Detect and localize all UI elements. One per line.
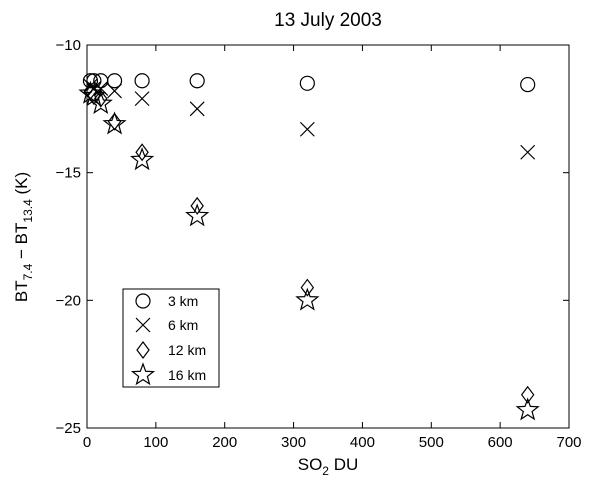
x-tick-label: 400 [350, 434, 375, 451]
legend-label: 6 km [168, 317, 198, 333]
data-point-star [129, 147, 155, 171]
data-marks [78, 73, 540, 421]
data-point-x [134, 91, 150, 107]
data-point-circle [82, 73, 99, 89]
legend-marker-x [135, 317, 151, 333]
data-point-x [299, 121, 315, 137]
legend-marker-star [130, 362, 156, 386]
data-point-diamond [87, 87, 101, 106]
data-point-circle [520, 76, 536, 93]
data-point-diamond [135, 143, 149, 162]
data-point-star [88, 91, 113, 115]
x-tick-label: 300 [281, 434, 306, 451]
data-point-x [189, 101, 205, 117]
axis-ticks: 0 100 200 300 400 500 600 700 −25 −20 −15 −10 [56, 37, 582, 451]
data-point-x [93, 80, 109, 96]
legend-label: 3 km [168, 293, 198, 309]
data-point-star [78, 80, 103, 104]
y-tick-label: −10 [56, 37, 81, 54]
y-tick-label: −15 [56, 165, 81, 182]
legend-box [122, 288, 220, 388]
data-point-diamond [107, 112, 122, 131]
data-point-diamond [94, 89, 108, 108]
data-point-diamond [520, 385, 535, 404]
x-tick-label: 100 [143, 434, 168, 451]
legend-label: 12 km [168, 342, 206, 358]
x-tick-label: 0 [83, 434, 91, 451]
data-point-x [520, 144, 536, 160]
data-point-diamond [190, 196, 204, 215]
x-tick-label: 200 [212, 434, 237, 451]
data-point-circle [134, 73, 150, 89]
x-tick-label: 500 [419, 434, 444, 451]
data-point-circle [299, 75, 315, 91]
x-tick-label: 600 [488, 434, 513, 451]
x-axis-label: SO2 DU [298, 455, 359, 478]
data-point-circle [106, 73, 123, 89]
plot-area-frame [86, 44, 570, 429]
legend-marker-circle [135, 293, 151, 309]
y-tick-label: −20 [56, 292, 81, 309]
data-point-star [102, 111, 127, 135]
y-axis-label: BT7.4 − BT13.4 (K) [12, 172, 35, 302]
x-tick-label: 700 [556, 434, 581, 451]
data-point-diamond [300, 278, 315, 297]
data-point-circle [189, 73, 205, 89]
data-point-star [295, 287, 320, 311]
y-tick-label: −25 [56, 420, 81, 437]
data-point-star [185, 203, 210, 227]
data-point-x [107, 83, 122, 99]
legend: 3 km 6 km 12 km 16 km [122, 288, 220, 388]
data-point-star [515, 397, 540, 421]
legend-label: 16 km [168, 367, 206, 383]
chart-title: 13 July 2003 [274, 10, 382, 31]
legend-marker-diamond [136, 341, 150, 359]
